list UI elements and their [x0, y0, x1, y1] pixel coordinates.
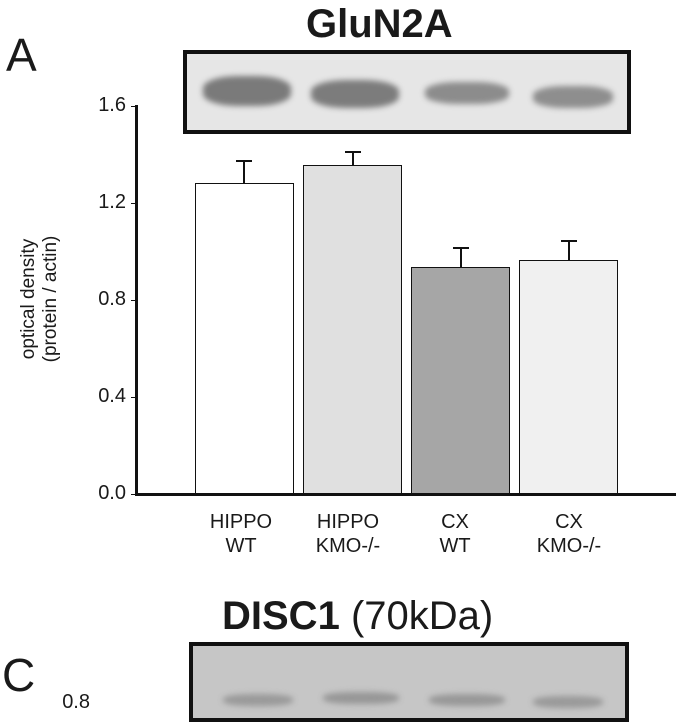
- y-tick-label-partial: 0.8: [62, 691, 90, 713]
- error-bar-cx-wt: [460, 247, 462, 267]
- x-label-line2: KMO-/-: [315, 535, 381, 557]
- x-label-line1: CX: [441, 511, 469, 533]
- error-cap-hippo-kmo: [345, 151, 361, 153]
- bar-cx-kmo: [519, 260, 618, 494]
- y-tick-label-0-8: 0.8: [98, 288, 126, 310]
- error-bar-cx-kmo: [568, 240, 570, 260]
- x-label-line2: KMO-/-: [536, 535, 602, 557]
- chart-title-disc1: DISC1 (70kDa): [222, 596, 493, 636]
- error-bar-hippo-kmo: [352, 151, 354, 165]
- chart-title-gluN2A: GluN2A: [306, 2, 453, 46]
- y-tick: [131, 300, 137, 301]
- error-bar-hippo-wt: [243, 160, 245, 183]
- y-axis-line: [135, 105, 138, 496]
- error-cap-cx-wt: [453, 247, 469, 249]
- panel-label-a: A: [6, 29, 37, 81]
- y-axis-label-line1: optical density: [18, 238, 39, 360]
- y-tick: [131, 203, 137, 204]
- y-tick-label-1-6: 1.6: [98, 94, 126, 116]
- blot-band-2: [323, 692, 399, 704]
- western-blot-disc1: [189, 642, 629, 722]
- blot-band-4: [533, 696, 603, 708]
- blot-band-1: [203, 76, 291, 106]
- y-tick: [131, 106, 137, 107]
- x-axis-line: [135, 493, 676, 496]
- blot-band-3: [425, 82, 509, 104]
- x-label-line1: HIPPO: [316, 511, 380, 533]
- blot-band-2: [311, 80, 399, 108]
- x-label-cx-wt: CX WT: [400, 510, 510, 558]
- error-cap-hippo-wt: [236, 160, 252, 162]
- x-label-line1: CX: [555, 511, 583, 533]
- x-label-line2: WT: [225, 535, 257, 557]
- bar-cx-wt: [411, 267, 510, 494]
- y-tick: [131, 494, 137, 495]
- western-blot-gluN2A: [183, 50, 631, 134]
- x-label-line1: HIPPO: [209, 511, 273, 533]
- x-label-cx-kmo: CX KMO-/-: [514, 510, 624, 558]
- bar-hippo-kmo: [303, 165, 402, 494]
- y-tick-label-0-4: 0.4: [98, 385, 126, 407]
- blot-band-1: [223, 694, 293, 706]
- x-label-hippo-wt: HIPPO WT: [186, 510, 296, 558]
- y-tick-label-1-2: 1.2: [98, 191, 126, 213]
- y-tick: [131, 397, 137, 398]
- error-cap-cx-kmo: [561, 240, 577, 242]
- y-axis-label-line2: (protein / actin): [40, 235, 61, 363]
- panel-label-c: C: [2, 649, 36, 701]
- title-protein-name: DISC1: [222, 594, 340, 638]
- bar-hippo-wt: [195, 183, 294, 494]
- x-label-hippo-kmo: HIPPO KMO-/-: [293, 510, 403, 558]
- blot-band-3: [429, 694, 505, 706]
- blot-band-4: [533, 86, 613, 108]
- y-tick-label-0-0: 0.0: [98, 482, 126, 504]
- x-label-line2: WT: [439, 535, 471, 557]
- y-axis-label: optical density (protein / actin): [18, 209, 62, 389]
- title-molecular-weight: (70kDa): [350, 594, 494, 638]
